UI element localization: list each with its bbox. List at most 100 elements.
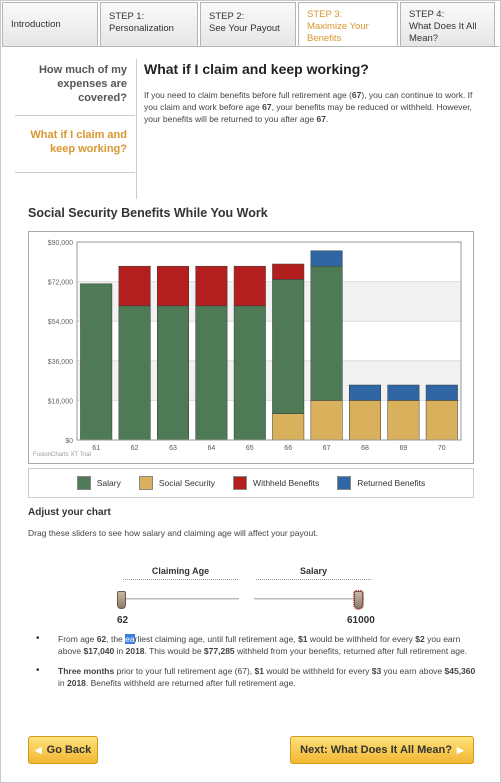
bullet-year: 2018 [125, 646, 145, 656]
next-button[interactable]: Next: What Does It All Mean? ▶ [290, 736, 474, 764]
bullet-text: . Benefits withheld are returned after f… [85, 678, 296, 688]
salary-track[interactable] [254, 598, 364, 600]
bullet-text: , [106, 634, 111, 644]
bar-segment-withheld-benefits [157, 265, 189, 307]
legend-label: Returned Benefits [357, 478, 426, 488]
tab-label: STEP 3: Maximize Your Benefits [307, 9, 369, 44]
bar-segment-withheld-benefits [195, 265, 228, 307]
bullet-text: prior to your full retirement age (67), [114, 666, 255, 676]
button-label: Go Back [46, 744, 92, 756]
tab-label: Introduction [11, 19, 61, 30]
bar-segment-social-security [310, 400, 343, 441]
bar-segment-salary [195, 305, 228, 441]
benefits-chart: $0 $18,000 $36,000 $54,000 $72,000 $90,000 61 6… [28, 231, 474, 464]
bullet-amount: $17,040 [83, 646, 115, 656]
tab-label: STEP 1: Personalization [109, 11, 174, 34]
intro-age: 67 [351, 90, 362, 100]
y-tick-label: $18,000 [48, 398, 73, 405]
bar-segment-salary [80, 283, 113, 441]
bullet-text: the [110, 634, 123, 644]
go-back-button[interactable]: ◀ Go Back [28, 736, 98, 764]
bullet-amount: $1 [298, 634, 308, 644]
bullet-text: you earn above [381, 666, 445, 676]
chart-canvas: $0 $18,000 $36,000 $54,000 $72,000 $90,000 61 6… [48, 240, 462, 452]
tab-label: STEP 2: See Your Payout [209, 11, 280, 34]
bar-segment-salary [157, 305, 189, 441]
claiming-age-track[interactable] [119, 598, 239, 600]
bar-segment-withheld-benefits [118, 265, 151, 307]
bullet-text: withheld from your benefits, returned af… [234, 646, 468, 656]
bullet-text: would be withheld for every [307, 634, 416, 644]
bullet-text: you earn above [58, 634, 461, 656]
chevron-right-icon: ▶ [456, 744, 464, 755]
bar-segment-social-security [387, 400, 420, 441]
intro-age: 67 [262, 102, 272, 112]
bullet-text: would be withheld for every [263, 666, 372, 676]
sidebar-item-claim-and-work[interactable]: What if I claim and keep working? [15, 116, 135, 173]
bar-segment-social-security [272, 413, 305, 441]
plot-border [76, 241, 462, 441]
y-tick-label: $90,000 [48, 240, 73, 247]
tab-what-does-it-mean[interactable]: STEP 4: What Does It All Mean? [400, 2, 495, 46]
legend-item-social-security: Social Security [138, 476, 216, 490]
tab-label: STEP 4: What Does It All Mean? [409, 9, 477, 44]
sidebar: How much of my expenses are covered? Wha… [15, 59, 135, 173]
bar-segment-returned-benefits [425, 384, 458, 401]
intro-text: ), you can continue to work. If you clai… [144, 90, 473, 112]
legend-label: Withheld Benefits [253, 478, 320, 488]
chart-legend: Salary Social Security Withheld Benefits… [28, 468, 474, 498]
intro-text: , your benefits may be reduced or withhe… [144, 102, 472, 124]
y-tick-label: $72,000 [48, 280, 73, 287]
chart-watermark: FusionCharts XT Trial [33, 452, 91, 458]
text-selection: ea [125, 634, 135, 644]
intro-paragraph: If you need to claim benefits before ful… [144, 89, 484, 125]
legend-swatch [138, 476, 153, 490]
sidebar-item-label: What if I claim and keep working? [30, 129, 127, 155]
bullet-year: 2018 [66, 678, 86, 688]
salary-handle[interactable] [353, 590, 364, 610]
intro-text: . [325, 114, 329, 124]
x-tick-label: 65 [246, 445, 254, 452]
bullet-text: in [114, 646, 126, 656]
x-tick-label: 62 [131, 445, 139, 452]
claiming-age-label: Claiming Age [123, 566, 238, 580]
tab-maximize-benefits[interactable]: STEP 3: Maximize Your Benefits [298, 2, 398, 46]
x-tick-label: 67 [323, 445, 331, 452]
x-tick-label: 69 [400, 445, 408, 452]
legend-item-salary: Salary [76, 476, 121, 490]
legend-item-withheld: Withheld Benefits [233, 476, 319, 490]
bullet-age: 62 [96, 634, 107, 644]
chevron-left-icon: ◀ [34, 744, 42, 755]
bar-segment-social-security [349, 400, 381, 441]
x-tick-label: 64 [208, 445, 216, 452]
explanation-list: From age 62, the earliest claiming age, … [36, 633, 476, 697]
tab-introduction[interactable]: Introduction [2, 2, 98, 46]
tab-personalization[interactable]: STEP 1: Personalization [100, 2, 198, 46]
bar-segment-salary [118, 305, 151, 441]
legend-swatch [76, 476, 91, 490]
salary-value: 61000 [347, 615, 375, 626]
salary-label: Salary [256, 566, 371, 580]
tab-see-your-payout[interactable]: STEP 2: See Your Payout [200, 2, 296, 46]
step-tabs: Introduction STEP 1: Personalization STE… [2, 2, 499, 46]
x-tick-label: 61 [92, 445, 100, 452]
legend-label: Social Security [158, 478, 216, 488]
bullet-amount: $1 [254, 666, 264, 676]
y-tick-label: $54,000 [48, 319, 73, 326]
tabs-divider [2, 46, 499, 47]
bullet-text: in [58, 678, 67, 688]
sidebar-item-expenses-covered[interactable]: How much of my expenses are covered? [15, 59, 135, 116]
chart-title: Social Security Benefits While You Work [28, 206, 268, 220]
bullet-text: rliest claiming age, until full retireme… [134, 634, 299, 644]
bullet-lead: Three months [58, 666, 115, 676]
bar-segment-returned-benefits [387, 384, 420, 401]
legend-swatch [337, 476, 352, 490]
button-label: Next: What Does It All Mean? [300, 744, 452, 756]
claiming-age-handle[interactable] [117, 591, 126, 609]
bullet-text: . This would be [144, 646, 204, 656]
bullet-amount: $45,360 [444, 666, 476, 676]
bar-segment-returned-benefits [310, 250, 343, 267]
bar-segment-withheld-benefits [233, 265, 266, 307]
y-tick-label: $0 [65, 438, 73, 445]
